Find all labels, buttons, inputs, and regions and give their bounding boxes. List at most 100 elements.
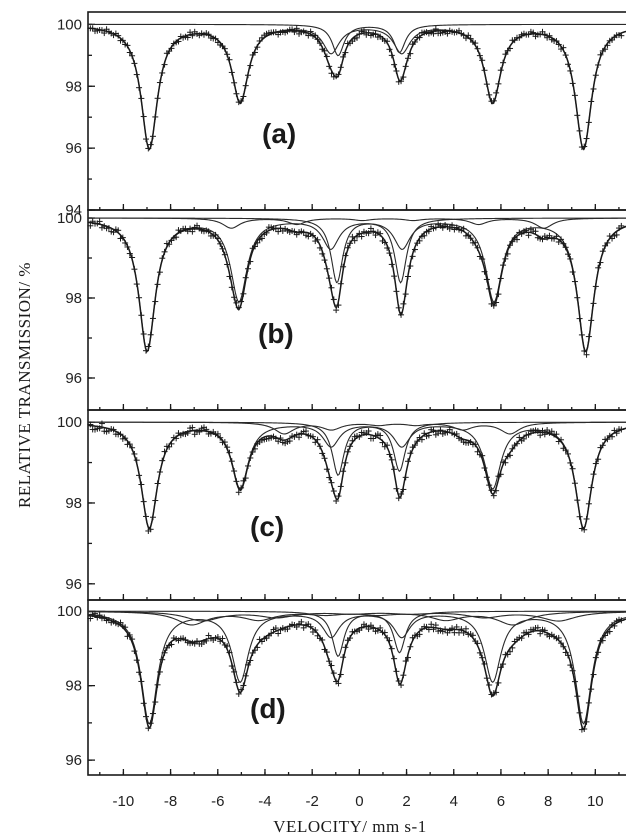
data-point [154,95,161,102]
x-tick-label: -4 [258,793,271,810]
data-point [96,612,103,619]
data-point [592,72,599,79]
data-point [300,624,307,631]
data-point [465,32,472,39]
x-tick-label: 10 [587,793,604,810]
data-point [344,244,351,251]
data-point [184,34,191,41]
data-point [330,488,337,495]
data-point [136,669,143,676]
data-point [516,434,523,441]
data-point [553,233,560,240]
data-point [583,351,590,358]
data-point [136,472,143,479]
data-point [235,690,242,697]
data-point [119,37,126,44]
data-point [562,447,569,454]
x-axis-title: VELOCITY/ mm s-1 [273,817,426,836]
data-point [567,255,574,262]
data-point [224,444,231,451]
data-point [435,430,442,437]
data-point [219,635,226,642]
data-point [472,40,479,47]
data-point [314,236,321,243]
data-point [152,699,159,706]
data-point [307,623,314,630]
y-tick-label: 96 [65,752,82,769]
data-point [534,624,541,631]
data-point [525,232,532,239]
data-point [131,648,138,655]
data-point [618,617,625,624]
data-point [407,50,414,57]
data-point [156,468,163,475]
data-point [184,430,191,437]
data-point [129,254,136,261]
data-point [576,513,583,520]
data-point [328,284,335,291]
data-point [398,78,405,85]
data-point [539,236,546,243]
data-point [140,498,147,505]
data-point [233,90,240,97]
data-point [388,261,395,268]
data-point [363,622,370,629]
data-point [166,241,173,248]
data-point [129,52,136,59]
data-point [122,435,129,442]
data-point [479,654,486,661]
component-curve [88,610,626,658]
data-point [328,662,335,669]
x-tick-label: 6 [497,793,505,810]
data-point [425,228,432,235]
data-point [391,466,398,473]
data-point [507,45,514,52]
data-point [490,97,497,104]
data-point [240,290,247,297]
data-point [152,497,159,504]
data-point [247,454,254,461]
data-point [335,71,342,78]
data-point [286,438,293,445]
data-point [525,631,532,638]
data-point [500,661,507,668]
data-point [326,474,333,481]
data-point [395,678,402,685]
data-point [277,435,284,442]
data-point [564,450,571,457]
data-point [254,239,261,246]
data-point [474,244,481,251]
data-point [365,626,372,633]
data-point [481,464,488,471]
data-point [432,224,439,231]
data-point [609,433,616,440]
data-point [228,663,235,670]
data-point [590,671,597,678]
data-point [293,623,300,630]
data-point [393,288,400,295]
data-point [460,629,467,636]
data-point [558,436,565,443]
data-point [217,434,224,441]
data-point [407,450,414,457]
data-point [595,649,602,656]
data-point [263,229,270,236]
data-point [502,459,509,466]
data-point [337,671,344,678]
data-point [152,298,159,305]
data-point [133,71,140,78]
data-point [147,141,154,148]
data-point [154,681,161,688]
data-point [569,465,576,472]
data-point [509,445,516,452]
data-point [328,479,335,486]
data-point [564,251,571,258]
data-point [576,709,583,716]
data-point [502,255,509,262]
data-point [585,333,592,340]
data-point [379,439,386,446]
x-tick-label: -6 [211,793,224,810]
data-point [497,67,504,74]
data-point [342,49,349,56]
data-point [296,434,303,441]
